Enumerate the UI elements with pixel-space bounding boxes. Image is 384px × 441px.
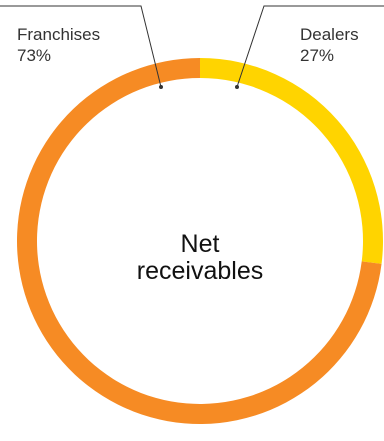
callout-line-franchises xyxy=(0,5,162,88)
franchises-label: Franchises xyxy=(17,25,100,44)
callouts xyxy=(0,5,384,89)
callout-dot-franchises xyxy=(159,85,163,89)
dealers-label: Dealers xyxy=(300,25,359,44)
center-label-line-1: Net xyxy=(181,230,220,258)
center-label-line-2: receivables xyxy=(137,257,263,285)
callout-line-dealers xyxy=(236,5,384,88)
slice-dealers xyxy=(200,58,383,264)
callout-dot-dealers xyxy=(235,85,239,89)
donut-slices xyxy=(16,58,383,424)
dealers-value-label: 27% xyxy=(300,46,334,65)
franchises-value-label: 73% xyxy=(17,46,51,65)
